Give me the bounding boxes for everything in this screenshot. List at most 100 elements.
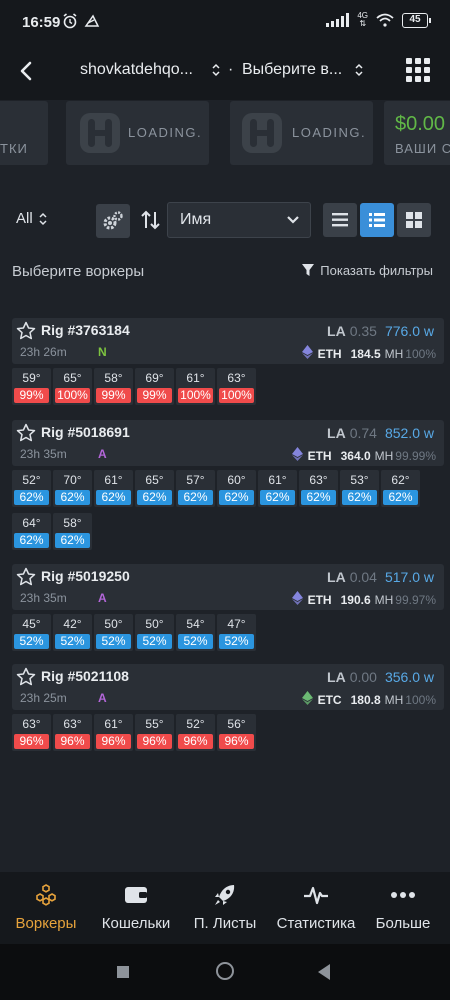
gpu-cell[interactable]: 47° 52%	[217, 614, 256, 651]
gpu-cell[interactable]: 60° 62%	[217, 470, 256, 507]
gpu-cell[interactable]: 63° 62%	[299, 470, 338, 507]
status-bar: 16:59 4G ⇅ 45	[0, 0, 450, 44]
gpu-temp: 58°	[63, 516, 82, 530]
nav-statistics[interactable]: Статистика	[270, 872, 362, 944]
gpu-cell[interactable]: 70° 62%	[53, 470, 92, 507]
home-circle-icon[interactable]	[216, 962, 234, 980]
hashrate-value: 180.8	[350, 692, 381, 707]
gpu-cell[interactable]: 52° 96%	[176, 714, 215, 751]
app-notification-icon	[84, 14, 100, 27]
gpu-fan: 62%	[383, 490, 418, 505]
gpu-temp: 65°	[63, 371, 82, 385]
loading-text: LOADING.	[128, 125, 203, 140]
gpu-temp: 58°	[104, 371, 123, 385]
gpu-cell[interactable]: 58° 62%	[53, 513, 92, 550]
chevron-down-icon	[287, 216, 299, 224]
farm-name: shovkatdehqo...	[80, 61, 193, 78]
back-arrow-icon[interactable]	[10, 54, 44, 88]
favorite-star-icon[interactable]	[16, 321, 36, 341]
gpu-cell[interactable]: 64° 62%	[12, 513, 51, 550]
favorite-star-icon[interactable]	[16, 667, 36, 687]
gpu-temp: 50°	[104, 617, 123, 631]
back-triangle-icon[interactable]	[318, 964, 330, 980]
gpu-cell[interactable]: 45° 52%	[12, 614, 51, 651]
sort-icon[interactable]	[140, 208, 162, 232]
gpu-fan: 62%	[14, 533, 49, 548]
wallet-icon	[125, 887, 147, 903]
gpu-fan: 52%	[219, 634, 254, 649]
gpu-cell[interactable]: 63° 96%	[53, 714, 92, 751]
settings-button[interactable]	[96, 204, 130, 238]
worker-card[interactable]: Rig #5019250 23h 35m A LA 0.04 517.0 w ETH 190.…	[12, 564, 444, 610]
gpu-cell[interactable]: 50° 52%	[94, 614, 133, 651]
gpu-cell[interactable]: 54° 52%	[176, 614, 215, 651]
stats-cards-strip[interactable]: ТКИ LOADING. LOADING. $0.00 ВАШИ С	[0, 101, 450, 165]
farm-selector[interactable]: shovkatdehqo...	[80, 52, 230, 88]
gpu-cell[interactable]: 55° 96%	[135, 714, 174, 751]
gears-icon	[103, 211, 123, 230]
gpu-cell[interactable]: 58° 99%	[94, 368, 133, 405]
worker-card[interactable]: Rig #3763184 23h 26m N LA 0.35 776.0 w ETH 184.…	[12, 318, 444, 364]
worker-card[interactable]: Rig #5021108 23h 25m A LA 0.00 356.0 w ETC 180.…	[12, 664, 444, 710]
nav-label: Статистика	[276, 915, 356, 932]
all-selector[interactable]: All	[16, 210, 49, 227]
gpu-cell[interactable]: 50° 52%	[135, 614, 174, 651]
gpu-fan: 99%	[96, 388, 131, 403]
gpu-cell[interactable]: 52° 62%	[12, 470, 51, 507]
gpu-cell[interactable]: 53° 62%	[340, 470, 379, 507]
gpu-cell[interactable]: 61° 96%	[94, 714, 133, 751]
rig-load-power: LA 0.74 852.0 w	[327, 425, 434, 441]
gpu-fan: 96%	[219, 734, 254, 749]
gpu-temp: 42°	[63, 617, 82, 631]
gpu-cell[interactable]: 65° 62%	[135, 470, 174, 507]
gpu-fan: 62%	[219, 490, 254, 505]
recents-square-icon[interactable]	[117, 966, 129, 978]
worker-selector[interactable]: Выберите в...	[242, 52, 372, 88]
gpu-temp: 53°	[350, 473, 369, 487]
hashrate-unit: MH	[374, 592, 394, 607]
gpu-cell[interactable]: 63° 96%	[12, 714, 51, 751]
view-grid-button[interactable]	[397, 203, 431, 237]
sort-field-select[interactable]: Имя	[167, 202, 311, 238]
gpu-fan: 62%	[55, 533, 90, 548]
gpu-cell[interactable]: 57° 62%	[176, 470, 215, 507]
filter-icon	[302, 264, 315, 276]
gpu-cell[interactable]: 56° 96%	[217, 714, 256, 751]
la-value: 0.04	[349, 569, 377, 585]
gpu-fan: 52%	[96, 634, 131, 649]
favorite-star-icon[interactable]	[16, 423, 36, 443]
gpu-cell[interactable]: 61° 62%	[258, 470, 297, 507]
apps-grid-button[interactable]	[400, 52, 436, 88]
gpu-fan: 62%	[342, 490, 377, 505]
gpu-cell[interactable]: 61° 62%	[94, 470, 133, 507]
gpu-cell[interactable]: 59° 99%	[12, 368, 51, 405]
stat-card-loading[interactable]: LOADING.	[66, 101, 209, 165]
show-filters-label: Показать фильтры	[320, 263, 433, 278]
gpu-cell[interactable]: 62° 62%	[381, 470, 420, 507]
gpu-cell[interactable]: 63° 100%	[217, 368, 256, 405]
share-efficiency: 100%	[405, 346, 436, 361]
rig-name: Rig #5021108	[41, 668, 129, 684]
gpu-cell[interactable]: 69° 99%	[135, 368, 174, 405]
gpu-cell[interactable]: 42° 52%	[53, 614, 92, 651]
stat-card-loading[interactable]: LOADING.	[230, 101, 373, 165]
stat-card[interactable]: ТКИ	[0, 101, 48, 165]
favorite-star-icon[interactable]	[16, 567, 36, 587]
rig-hashrate: ETH 190.6 MH 99.97%	[291, 591, 436, 608]
nav-wallets[interactable]: Кошельки	[92, 872, 180, 944]
nav-workers[interactable]: Воркеры	[0, 872, 92, 944]
nav-flight-sheets[interactable]: П. Листы	[180, 872, 270, 944]
gpu-fan: 100%	[219, 388, 254, 403]
gpu-cell[interactable]: 65° 100%	[53, 368, 92, 405]
view-list-compact-button[interactable]	[323, 203, 357, 237]
hive-logo-icon	[80, 113, 120, 153]
worker-card[interactable]: Rig #5018691 23h 35m A LA 0.74 852.0 w ETH 364.…	[12, 420, 444, 466]
show-filters-button[interactable]: Показать фильтры	[302, 263, 433, 278]
nav-more[interactable]: Больше	[362, 872, 444, 944]
gpu-temp: 61°	[104, 717, 123, 731]
gpu-cell[interactable]: 61° 100%	[176, 368, 215, 405]
rig-os-badge: A	[98, 691, 107, 705]
gpu-temp: 54°	[186, 617, 205, 631]
view-list-detailed-button[interactable]	[360, 203, 394, 237]
stat-card-balance[interactable]: $0.00 ВАШИ С	[384, 101, 450, 165]
